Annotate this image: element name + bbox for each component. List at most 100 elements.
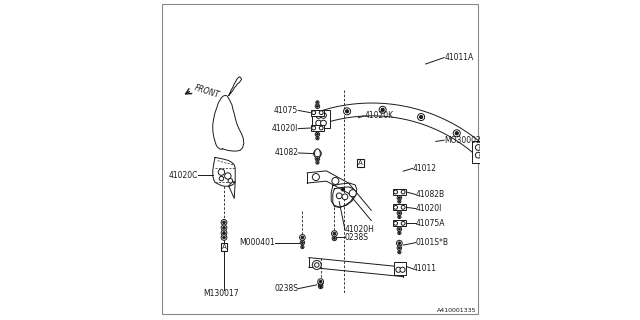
Circle shape — [394, 190, 397, 194]
Circle shape — [316, 113, 321, 118]
Circle shape — [317, 162, 318, 163]
Circle shape — [316, 101, 319, 104]
Text: 41012: 41012 — [413, 164, 437, 173]
Circle shape — [317, 138, 318, 139]
Circle shape — [312, 260, 321, 269]
Circle shape — [394, 221, 397, 225]
Circle shape — [312, 126, 316, 130]
Circle shape — [312, 173, 319, 180]
Circle shape — [317, 279, 323, 284]
Circle shape — [321, 120, 326, 126]
Bar — [311, 125, 324, 131]
Circle shape — [332, 231, 337, 236]
Circle shape — [488, 149, 493, 155]
Bar — [393, 220, 406, 226]
Circle shape — [219, 176, 224, 181]
Text: A: A — [358, 160, 363, 165]
Circle shape — [332, 177, 339, 184]
Circle shape — [319, 284, 323, 289]
Circle shape — [316, 161, 319, 164]
Circle shape — [346, 110, 349, 113]
Circle shape — [397, 196, 402, 200]
Circle shape — [399, 216, 400, 218]
Text: M000401: M000401 — [239, 238, 275, 247]
Circle shape — [223, 236, 225, 239]
Text: A410001335: A410001335 — [436, 308, 476, 313]
Text: 41020C: 41020C — [168, 171, 198, 180]
Circle shape — [300, 235, 305, 240]
Circle shape — [301, 245, 304, 249]
Circle shape — [453, 130, 460, 137]
Circle shape — [398, 242, 401, 244]
Circle shape — [401, 221, 405, 225]
Circle shape — [490, 151, 492, 153]
Circle shape — [221, 235, 227, 240]
Circle shape — [300, 240, 305, 245]
Circle shape — [401, 190, 405, 194]
Circle shape — [317, 133, 319, 135]
Circle shape — [223, 227, 225, 229]
Circle shape — [397, 240, 403, 246]
Circle shape — [490, 151, 492, 153]
Circle shape — [398, 228, 401, 230]
Circle shape — [397, 227, 402, 231]
Circle shape — [379, 106, 386, 113]
Circle shape — [317, 105, 319, 107]
Circle shape — [401, 205, 405, 209]
Circle shape — [398, 215, 401, 219]
Circle shape — [337, 193, 342, 199]
Circle shape — [476, 145, 481, 150]
Text: FRONT: FRONT — [193, 83, 221, 100]
Bar — [312, 110, 330, 128]
Text: 41020I: 41020I — [416, 204, 442, 213]
Circle shape — [418, 114, 425, 121]
Circle shape — [488, 149, 494, 155]
Circle shape — [221, 225, 227, 231]
Circle shape — [399, 232, 400, 234]
Circle shape — [319, 280, 322, 283]
Circle shape — [489, 155, 493, 159]
Text: 41020K: 41020K — [364, 111, 394, 120]
Text: 0238S: 0238S — [275, 284, 298, 293]
Circle shape — [221, 220, 227, 225]
Circle shape — [399, 252, 400, 253]
Circle shape — [221, 230, 227, 236]
Circle shape — [480, 145, 486, 150]
Circle shape — [223, 221, 225, 224]
Text: 41075: 41075 — [274, 106, 298, 115]
Circle shape — [397, 211, 402, 215]
Circle shape — [455, 132, 458, 135]
Text: 41011A: 41011A — [444, 53, 474, 62]
Bar — [472, 141, 487, 163]
Circle shape — [312, 111, 316, 115]
Bar — [393, 204, 406, 210]
Circle shape — [319, 126, 323, 130]
Text: 41082: 41082 — [275, 148, 298, 157]
Circle shape — [398, 212, 401, 214]
Text: 0238S: 0238S — [345, 233, 369, 242]
Circle shape — [398, 231, 401, 235]
Ellipse shape — [315, 149, 321, 158]
Circle shape — [315, 156, 320, 161]
Text: M130017: M130017 — [203, 289, 239, 298]
Circle shape — [397, 246, 402, 250]
Circle shape — [399, 201, 400, 202]
Circle shape — [333, 237, 335, 239]
Circle shape — [317, 102, 318, 103]
Text: 41020H: 41020H — [345, 225, 375, 234]
Circle shape — [332, 236, 337, 241]
Circle shape — [398, 251, 401, 254]
Circle shape — [349, 190, 356, 197]
Circle shape — [225, 173, 231, 179]
Circle shape — [315, 132, 320, 137]
Text: A: A — [221, 244, 227, 250]
Text: MO30002: MO30002 — [444, 136, 481, 145]
Circle shape — [316, 120, 321, 126]
Circle shape — [476, 152, 481, 158]
Circle shape — [398, 197, 401, 199]
Circle shape — [315, 104, 320, 108]
Circle shape — [396, 267, 401, 272]
Circle shape — [394, 205, 397, 209]
Circle shape — [321, 113, 326, 118]
Circle shape — [314, 263, 319, 267]
